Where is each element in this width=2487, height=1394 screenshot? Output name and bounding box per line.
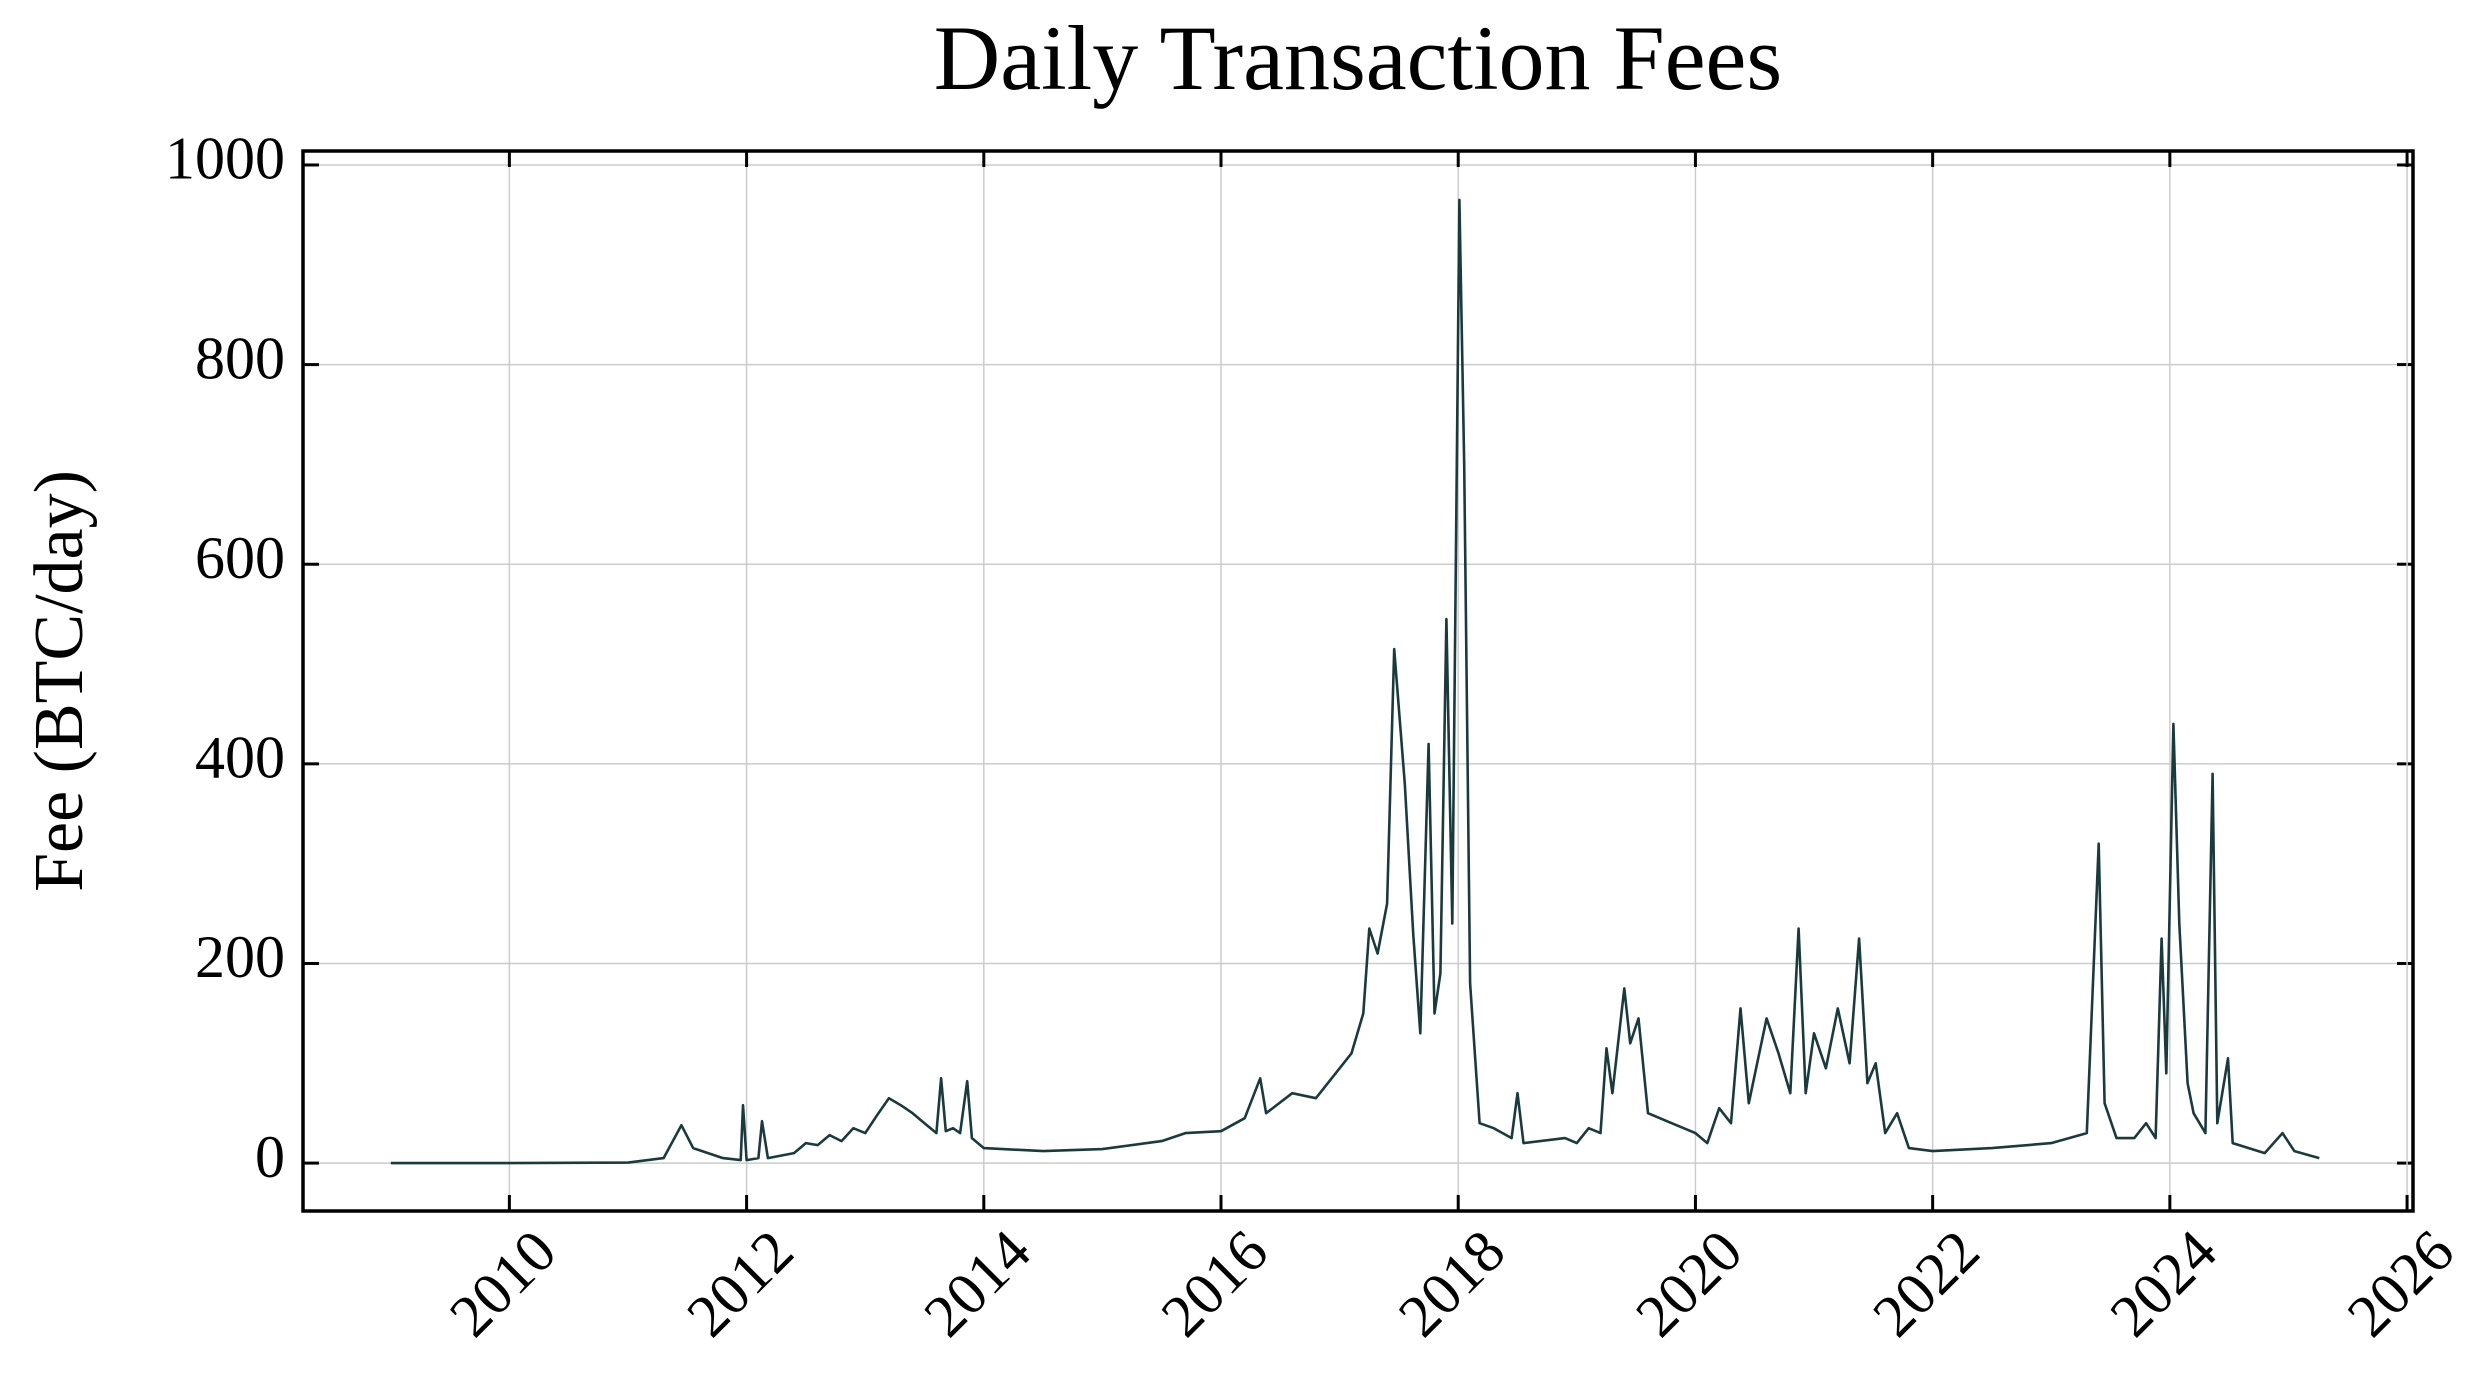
chart-title: Daily Transaction Fees [934, 7, 1782, 109]
x-tick-label: 2012 [674, 1218, 806, 1350]
x-tick-label: 2016 [1149, 1218, 1281, 1350]
y-tick-label: 400 [195, 725, 285, 791]
y-tick-label: 0 [255, 1124, 285, 1190]
y-tick-label: 600 [195, 525, 285, 591]
x-tick-label: 2010 [437, 1218, 569, 1350]
y-tick-label: 800 [195, 325, 285, 391]
y-tick-label: 200 [195, 924, 285, 990]
plot-frame [301, 149, 2415, 1213]
x-tick-label: 2018 [1386, 1218, 1518, 1350]
y-tick-label: 1000 [165, 126, 285, 192]
y-axis-label: Fee (BTC/day) [21, 470, 98, 892]
x-tick-label: 2014 [911, 1218, 1043, 1350]
series-line [390, 198, 2320, 1165]
x-tick-label: 2022 [1860, 1218, 1992, 1350]
x-tick-label: 2024 [2098, 1218, 2230, 1350]
x-tick-label: 2026 [2335, 1218, 2467, 1350]
x-tick-label: 2020 [1623, 1218, 1755, 1350]
